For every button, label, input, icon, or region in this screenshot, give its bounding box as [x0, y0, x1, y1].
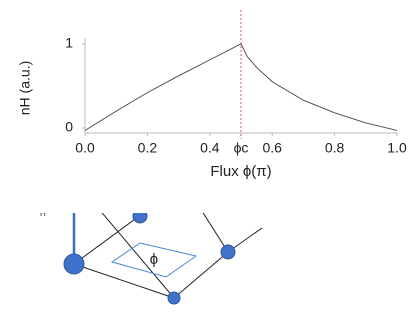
- data-line: [84, 43, 398, 131]
- y-axis-label: nH (a.u.): [17, 61, 33, 115]
- x-tick-label: 0.4: [200, 140, 220, 156]
- x-tick-label: 0.0: [75, 140, 95, 156]
- flux-label: ϕ: [150, 251, 158, 268]
- x-tick-label: 0.8: [325, 140, 345, 156]
- x-tick-label: ϕc: [234, 140, 249, 156]
- lattice-diagram: H: [40, 209, 263, 305]
- x-tick-label: 1.0: [387, 140, 407, 156]
- x-axis-label: Flux ϕ(π): [210, 163, 271, 180]
- x-tick-label: 0.6: [262, 140, 282, 156]
- x-tick-label: 0.2: [138, 140, 158, 156]
- corner-label: H: [40, 209, 46, 218]
- y-tick-label: 1: [65, 35, 73, 51]
- y-tick-label: 0: [65, 119, 73, 135]
